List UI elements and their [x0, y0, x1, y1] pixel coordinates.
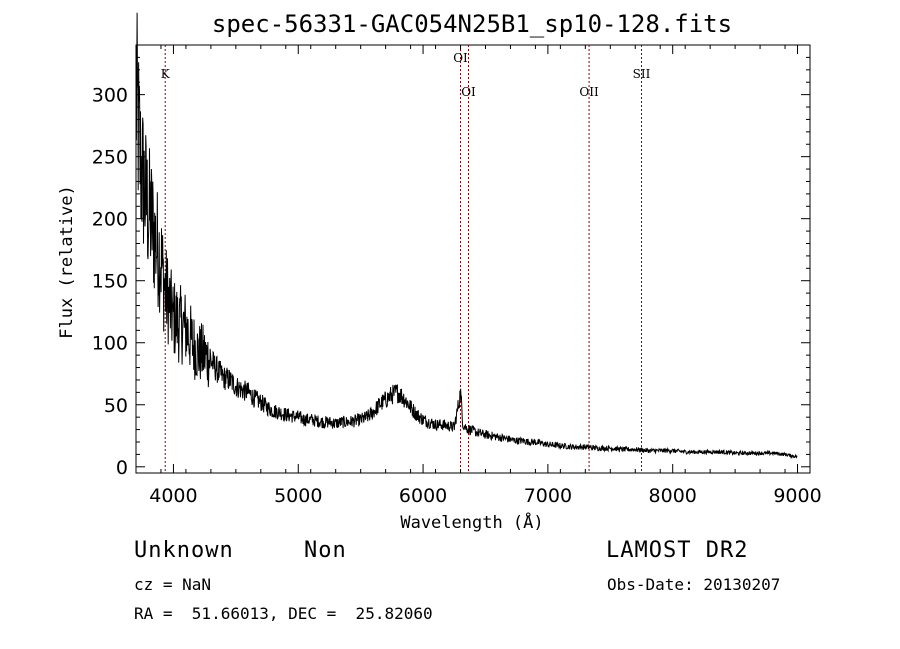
y-tick-label: 150: [92, 271, 128, 293]
coordinates: RA = 51.66013, DEC = 25.82060: [134, 604, 433, 623]
y-axis-ticks: 0 50 100 150 200 250 300: [92, 56, 810, 479]
spectrum-line: [135, 12, 798, 459]
x-tick-label: 4000: [149, 485, 197, 507]
spectral-line-label: OI: [453, 51, 468, 65]
x-tick-label: 6000: [399, 485, 447, 507]
y-tick-label: 100: [92, 333, 128, 355]
object-class: Unknown: [134, 538, 234, 563]
spectral-line-label: K: [161, 67, 171, 81]
chart-title: spec-56331-GAC054N25B1_sp10-128.fits: [212, 10, 732, 38]
x-tick-label: 8000: [649, 485, 697, 507]
spectral-line-markers: K OI OI OII SII: [161, 45, 651, 473]
y-tick-label: 250: [92, 147, 128, 169]
x-axis-label: Wavelength (Å): [400, 511, 543, 533]
observation-date: Obs-Date: 20130207: [607, 575, 781, 594]
y-axis-label: Flux (relative): [57, 185, 77, 339]
spectral-line-label: SII: [633, 67, 651, 81]
x-axis-ticks: 4000 5000 6000 7000 8000 9000: [135, 45, 822, 507]
redshift-cz: cz = NaN: [134, 575, 212, 594]
y-tick-label: 0: [116, 457, 128, 479]
y-tick-label: 300: [92, 85, 128, 107]
x-tick-label: 9000: [773, 485, 821, 507]
y-tick-label: 50: [104, 395, 128, 417]
x-tick-label: 5000: [274, 485, 322, 507]
object-subclass: Non: [304, 538, 347, 563]
x-tick-label: 7000: [524, 485, 572, 507]
y-tick-label: 200: [92, 209, 128, 231]
spectral-line-label: OII: [579, 85, 599, 99]
plot-frame: [135, 44, 811, 474]
spectral-line-label: OI: [461, 85, 476, 99]
survey-name: LAMOST DR2: [606, 538, 749, 563]
